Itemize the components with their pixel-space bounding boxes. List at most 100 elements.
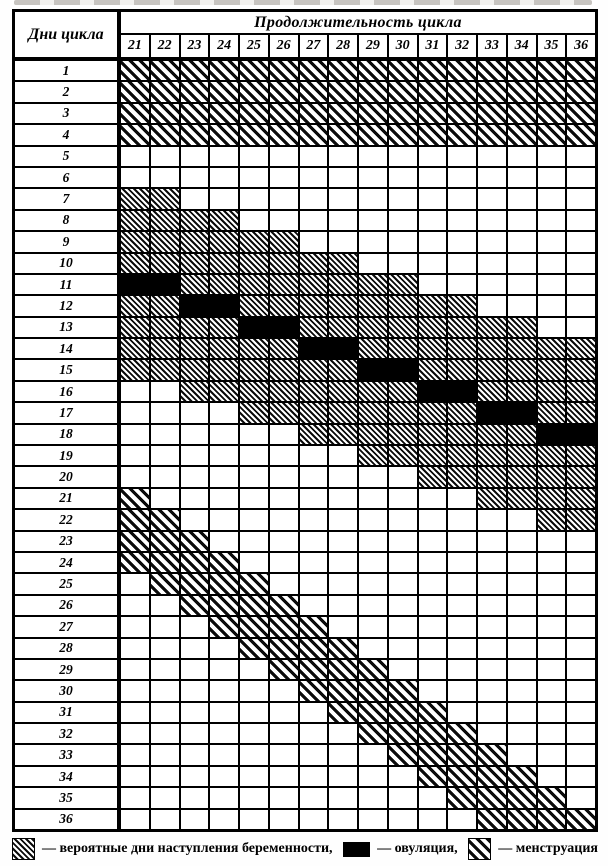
- grid-cell: [507, 317, 536, 338]
- grid-cell: [210, 745, 238, 765]
- grid-cell: [359, 574, 387, 594]
- grid-cell: [240, 702, 268, 723]
- grid-cell: [150, 296, 179, 316]
- grid-cell: [180, 659, 209, 680]
- grid-cell: [150, 210, 179, 231]
- grid-cell: [359, 446, 387, 466]
- grid-cell: [537, 424, 566, 444]
- row-label: 20: [15, 467, 119, 487]
- grid-cell: [150, 381, 179, 402]
- legend: — вероятные дни наступления беременности…: [12, 836, 598, 862]
- table-title: Продолжительность цикла: [121, 12, 595, 33]
- grid-cell: [299, 488, 328, 509]
- grid-cell: [507, 681, 536, 701]
- grid-cell: [567, 317, 595, 338]
- row-label: 7: [15, 189, 119, 209]
- grid-cell: [269, 552, 298, 573]
- grid-cell: [180, 296, 209, 316]
- grid-cell: [299, 724, 328, 744]
- grid-cell: [210, 189, 238, 209]
- grid-cell: [537, 702, 566, 723]
- grid-cell: [388, 274, 417, 295]
- grid-cell: [567, 146, 595, 166]
- column-header: 34: [507, 35, 536, 59]
- column-header: 24: [210, 35, 238, 59]
- grid-cell: [210, 510, 238, 530]
- grid-cell: [478, 809, 506, 829]
- grid-cell: [240, 724, 268, 744]
- grid-cell: [567, 681, 595, 701]
- grid-cell: [418, 788, 447, 808]
- grid-cell: [269, 424, 298, 444]
- grid-cell: [537, 103, 566, 124]
- grid-cell: [448, 103, 476, 124]
- grid-cell: [537, 360, 566, 380]
- grid-cell: [121, 745, 149, 765]
- grid-cell: [240, 659, 268, 680]
- grid-cell: [359, 531, 387, 551]
- grid-cell: [418, 681, 447, 701]
- grid-cell: [240, 274, 268, 295]
- grid-cell: [329, 232, 357, 252]
- grid-cell: [448, 167, 476, 188]
- grid-cell: [240, 446, 268, 466]
- grid-cell: [567, 702, 595, 723]
- row-label: 31: [15, 702, 119, 723]
- grid-cell: [448, 61, 476, 81]
- grid-cell: [448, 146, 476, 166]
- grid-cell: [537, 659, 566, 680]
- grid-cell: [537, 809, 566, 829]
- grid-cell: [299, 574, 328, 594]
- grid-cell: [240, 595, 268, 616]
- grid-cell: [448, 638, 476, 658]
- grid-cell: [121, 167, 149, 188]
- grid-cell: [299, 189, 328, 209]
- grid-cell: [299, 360, 328, 380]
- grid-cell: [210, 61, 238, 81]
- grid-cell: [240, 638, 268, 658]
- grid-cell: [240, 488, 268, 509]
- grid-cell: [180, 103, 209, 124]
- grid-cell: [240, 531, 268, 551]
- grid-cell: [210, 210, 238, 231]
- grid-cell: [210, 488, 238, 509]
- grid-cell: [388, 510, 417, 530]
- grid-cell: [299, 552, 328, 573]
- row-label: 27: [15, 617, 119, 637]
- grid-cell: [388, 360, 417, 380]
- grid-cell: [418, 296, 447, 316]
- grid-cell: [448, 745, 476, 765]
- row-label: 13: [15, 317, 119, 338]
- grid-cell: [478, 788, 506, 808]
- grid-cell: [388, 595, 417, 616]
- grid-cell: [180, 146, 209, 166]
- grid-cell: [210, 446, 238, 466]
- grid-cell: [448, 253, 476, 273]
- grid-cell: [537, 317, 566, 338]
- grid-cell: [180, 617, 209, 637]
- grid-cell: [388, 403, 417, 423]
- grid-cell: [150, 146, 179, 166]
- grid-cell: [478, 574, 506, 594]
- grid-cell: [418, 574, 447, 594]
- grid-cell: [210, 232, 238, 252]
- row-label: 1: [15, 61, 119, 81]
- grid-cell: [359, 766, 387, 787]
- grid-cell: [388, 167, 417, 188]
- grid-cell: [240, 61, 268, 81]
- grid-cell: [180, 702, 209, 723]
- grid-cell: [359, 189, 387, 209]
- grid-cell: [567, 788, 595, 808]
- column-header: 22: [150, 35, 179, 59]
- grid-cell: [329, 809, 357, 829]
- legend-item-menstruation: — менструация: [468, 838, 598, 860]
- grid-cell: [150, 617, 179, 637]
- row-label: 24: [15, 552, 119, 573]
- grid-cell: [150, 274, 179, 295]
- grid-cell: [359, 360, 387, 380]
- grid-cell: [567, 339, 595, 359]
- grid-cell: [240, 809, 268, 829]
- grid-cell: [180, 360, 209, 380]
- grid-cell: [299, 146, 328, 166]
- grid-cell: [269, 253, 298, 273]
